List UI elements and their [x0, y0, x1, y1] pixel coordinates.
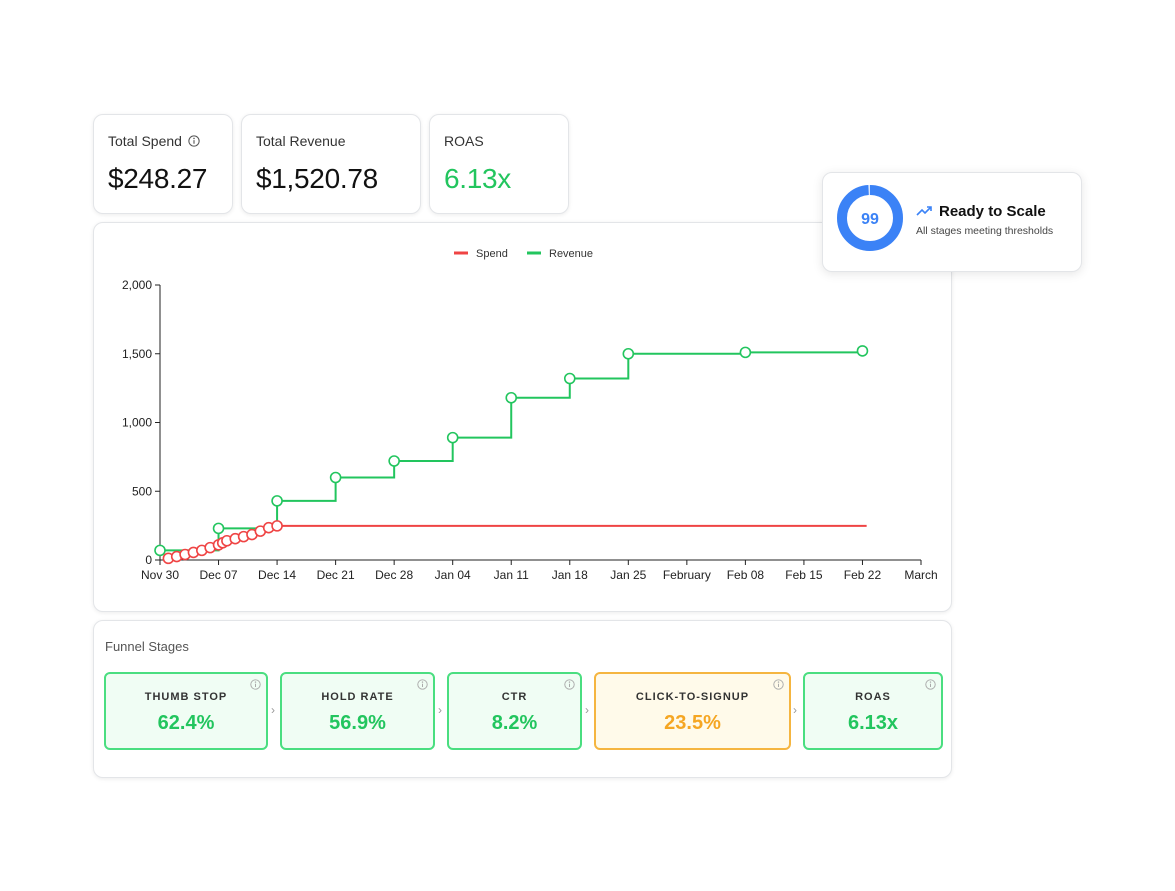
x-tick-label: Dec 28 [375, 568, 413, 582]
total-spend-label: Total Spend [108, 133, 182, 149]
data-point-revenue [388, 455, 400, 467]
data-point-revenue [446, 431, 459, 444]
stage-thumb-stop[interactable]: THUMB STOP 62.4% [104, 672, 268, 750]
info-icon[interactable] [188, 135, 200, 147]
x-tick-label: February [663, 568, 711, 582]
series-line-revenue [160, 350, 864, 552]
total-spend-card: Total Spend $248.27 [93, 114, 233, 214]
roas-label: ROAS [444, 133, 484, 149]
scale-title: Ready to Scale [939, 203, 1046, 220]
ready-to-scale-card: 99 Ready to Scale All stages meeting thr… [822, 172, 1082, 272]
spend-revenue-chart-card: Spend Revenue 0 500 1,000 1,500 2,000 Nov 30 Dec… [93, 222, 952, 612]
score-value: 99 [861, 211, 879, 228]
stage-label: THUMB STOP [144, 691, 228, 703]
stage-label: CTR [501, 691, 528, 703]
info-icon[interactable] [773, 679, 784, 690]
data-point-revenue [622, 347, 635, 360]
chevron-right-icon: › [438, 703, 442, 717]
total-spend-value: $248.27 [108, 163, 208, 194]
x-tick-label: Feb 08 [727, 568, 765, 582]
stage-ctr[interactable]: CTR 8.2% [447, 672, 582, 750]
data-point-revenue [212, 522, 225, 535]
funnel-title: Funnel Stages [105, 639, 189, 654]
stage-value: 56.9% [329, 712, 386, 734]
x-tick-label: Dec 07 [200, 568, 238, 582]
stage-click-to-signup[interactable]: CLICK-TO-SIGNUP 23.5% [594, 672, 791, 750]
x-tick-label: Feb 15 [785, 568, 823, 582]
chevron-right-icon: › [793, 703, 797, 717]
x-tick-label: Jan 04 [435, 568, 471, 582]
x-tick-label: Jan 11 [494, 568, 529, 582]
stage-hold-rate[interactable]: HOLD RATE 56.9% [280, 672, 435, 750]
total-revenue-label: Total Revenue [256, 133, 346, 149]
stage-label: ROAS [855, 691, 891, 703]
data-point-revenue [271, 495, 283, 507]
x-tick-label: Feb 22 [844, 568, 882, 582]
roas-value: 6.13x [444, 163, 511, 194]
info-icon[interactable] [250, 679, 261, 690]
y-tick-label: 1,500 [122, 347, 152, 361]
y-tick-label: 500 [132, 484, 152, 498]
legend-label-revenue: Revenue [549, 248, 593, 260]
score-ring-progress [837, 185, 903, 251]
stage-value: 23.5% [664, 712, 721, 734]
x-tick-label: Dec 21 [317, 568, 355, 582]
chevron-right-icon: › [585, 703, 589, 717]
data-point-spend [271, 520, 283, 532]
data-point-revenue [739, 346, 752, 359]
y-tick-label: 2,000 [122, 278, 152, 292]
info-icon[interactable] [417, 679, 428, 690]
data-point-revenue [856, 345, 869, 357]
legend-label-spend: Spend [476, 248, 508, 260]
x-tick-label: Dec 14 [258, 568, 296, 582]
total-revenue-card: Total Revenue $1,520.78 [241, 114, 421, 214]
stage-roas[interactable]: ROAS 6.13x [803, 672, 943, 750]
stage-value: 6.13x [847, 712, 899, 734]
trending-up-icon [916, 206, 932, 216]
spend-revenue-chart: Spend Revenue 0 500 1,000 1,500 2,000 Nov 30 Dec… [122, 248, 938, 582]
y-tick-label: 1,000 [122, 416, 152, 430]
info-icon[interactable] [564, 679, 575, 690]
chevron-right-icon: › [271, 703, 275, 717]
total-spend-label-row: Total Spend [108, 133, 218, 149]
y-tick-label: 0 [145, 553, 152, 567]
x-tick-label: Nov 30 [141, 568, 179, 582]
info-icon[interactable] [925, 679, 936, 690]
stage-value: 8.2% [491, 712, 538, 734]
score-ring: 99 [837, 185, 903, 251]
roas-card: ROAS 6.13x [429, 114, 569, 214]
stage-label: HOLD RATE [321, 691, 394, 703]
data-point-revenue [563, 372, 576, 385]
data-point-revenue [329, 471, 342, 484]
x-tick-label: Jan 25 [610, 568, 646, 582]
x-tick-label: March [904, 568, 937, 582]
data-point-revenue [505, 391, 518, 404]
scale-subtitle: All stages meeting thresholds [916, 225, 1054, 237]
funnel-stages-card: Funnel Stages THUMB STOP 62.4% › HOLD RA… [93, 620, 952, 778]
data-point-revenue [154, 544, 166, 557]
stage-label: CLICK-TO-SIGNUP [635, 691, 750, 703]
total-revenue-value: $1,520.78 [256, 163, 378, 194]
stage-value: 62.4% [157, 712, 215, 734]
x-tick-label: Jan 18 [552, 568, 588, 582]
